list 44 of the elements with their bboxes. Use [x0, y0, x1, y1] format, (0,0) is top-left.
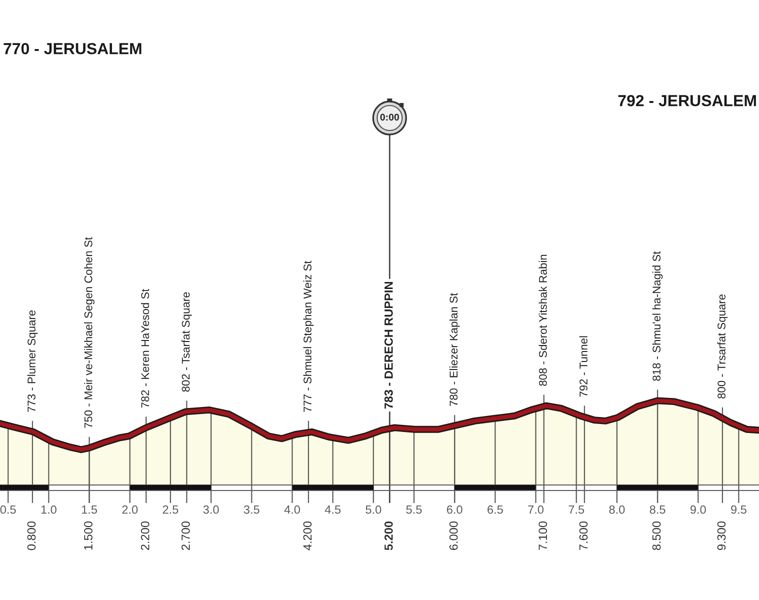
x-tick-label: 6.0: [446, 505, 462, 514]
x-tick-label: 8.5: [650, 505, 666, 514]
x-tick-label: 8.0: [609, 505, 625, 514]
x2-tick-label: 8.500: [652, 521, 661, 550]
x2-tick-label: 6.000: [449, 521, 458, 550]
x2-tick-label: 2.700: [182, 521, 190, 550]
annotation: 777 - Shmuel Stephan Weiz St: [303, 260, 314, 412]
x-tick-label: 5.5: [406, 506, 422, 514]
x2-tick-label: 0.800: [27, 521, 36, 550]
annotation: 780 - Eliezer Kaplan St: [449, 292, 460, 406]
annotation: 800 - Trsarfat Square: [717, 294, 728, 398]
annotation: 818 - Shmu'el ha-Nagid St: [652, 251, 663, 381]
x2-tick-label: 9.300: [717, 521, 726, 550]
x-tick-label: 4.5: [324, 506, 341, 514]
x-tick-label: 0.5: [0, 505, 16, 514]
text: 770 - JERUSALEM: [4, 42, 142, 54]
x-tick-label: 1.5: [82, 506, 98, 514]
x-tick-label: 9.0: [690, 505, 706, 514]
x-tick-label: 2.0: [122, 505, 138, 514]
x-tick-label: 6.5: [488, 505, 503, 514]
x-tick-label: 3.5: [244, 505, 260, 514]
annotation: 808 - Sderot Yitshak Rabin: [538, 254, 547, 386]
x2-tick-label: 7.100: [538, 521, 548, 550]
x2-tick-label: 1.500: [84, 521, 92, 550]
x-tick-label: 5.0: [366, 505, 382, 514]
x2-tick-label: 4.200: [303, 521, 312, 550]
annotation: 782 - Keren HaYesod St: [140, 288, 150, 408]
annotation: 773 - Plumer Square: [27, 310, 38, 412]
x-tick-label: 9.5: [731, 505, 746, 514]
x-tick-label: 3.0: [203, 505, 219, 514]
x-tick-label: 7.5: [568, 506, 584, 514]
x2-tick-label: 2.200: [140, 521, 150, 550]
x-tick-label: 1.0: [41, 505, 56, 514]
ref-line-label: 783 - DERECH RUPPIN: [384, 282, 393, 409]
text: 792 - JERUSALEM: [618, 94, 756, 106]
annotation: 792 - Tunnel: [579, 336, 588, 397]
annotation: 750 - Meir ve-Mikhael Segen Cohen St: [84, 237, 94, 428]
x2-tick-label: 7.600: [579, 521, 588, 550]
text: 0:00: [380, 114, 399, 121]
x-tick-label: 2.5: [162, 505, 178, 514]
x2-tick-label: 5.200: [384, 521, 393, 550]
annotation: 802 - Tsarfat Square: [182, 292, 192, 392]
x-tick-label: 4.0: [284, 505, 300, 514]
x-tick-label: 7.0: [528, 505, 544, 514]
